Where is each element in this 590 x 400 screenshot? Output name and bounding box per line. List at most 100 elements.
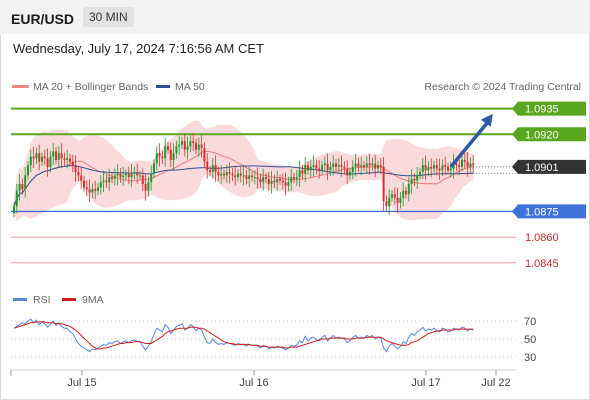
candle-body: [231, 173, 234, 176]
candle-body: [430, 166, 433, 169]
candle-body: [267, 178, 270, 184]
rsi-legend-label: RSI: [33, 294, 51, 306]
candle-body: [307, 165, 309, 171]
candle-body: [197, 144, 200, 150]
candle-body: [183, 141, 186, 150]
candle-body: [43, 156, 46, 159]
candle-body: [150, 173, 153, 183]
candle-body: [125, 173, 127, 176]
candle-body: [276, 178, 279, 183]
candle-body: [402, 190, 405, 198]
candle-body: [312, 165, 315, 167]
candle-body: [35, 153, 38, 159]
candle-body: [186, 146, 189, 150]
candle-body: [287, 182, 290, 186]
candle-body: [438, 168, 441, 171]
candle-body: [455, 163, 458, 166]
candle-body: [21, 184, 24, 190]
candle-body: [214, 165, 217, 172]
resistance-label-1.0935: 1.0935: [525, 104, 559, 116]
candle-body: [144, 184, 147, 191]
candle-body: [88, 189, 91, 193]
resistance-tag-1.0935: [512, 101, 586, 116]
candle-body: [321, 165, 323, 171]
candle-body: [155, 153, 158, 164]
candle-body: [262, 177, 265, 183]
candle-body: [360, 165, 363, 167]
level-label-1.0845: 1.0845: [525, 258, 559, 270]
candle-body: [127, 173, 130, 178]
support-tag-1.0875: [512, 204, 586, 219]
candle-body: [136, 172, 139, 176]
candle-body: [259, 178, 262, 183]
candlesticks: [13, 132, 475, 218]
candle-body: [256, 177, 259, 179]
candle-body: [463, 160, 466, 162]
candle-body: [466, 161, 469, 167]
candle-body: [354, 163, 357, 167]
candle-body: [172, 153, 175, 160]
candle-body: [419, 172, 421, 176]
candle-body: [295, 177, 298, 179]
candle-body: [228, 172, 231, 174]
candle-body: [421, 165, 424, 172]
candle-body: [139, 175, 141, 177]
candle-body: [71, 161, 74, 166]
candle-body: [270, 180, 273, 184]
candle-body: [242, 175, 245, 177]
candle-body: [337, 165, 340, 167]
candle-body: [357, 163, 360, 167]
candle-body: [410, 178, 413, 184]
x-label-Jul-22: Jul 22: [481, 377, 510, 389]
ma50-legend-swatch: [156, 85, 170, 88]
candle-body: [374, 163, 377, 169]
candle-body: [57, 153, 60, 160]
candle-body: [441, 165, 444, 171]
candle-body: [349, 172, 351, 176]
rsi-ma-legend-label: 9MA: [82, 294, 104, 306]
candle-body: [223, 173, 225, 176]
x-axis: Jul 15 Jul 16 Jul 17 Jul 22: [67, 370, 511, 389]
candle-body: [29, 156, 32, 166]
candle-body: [97, 187, 99, 191]
candle-body: [141, 175, 144, 184]
price-levels: [11, 107, 516, 264]
candle-body: [169, 149, 172, 160]
candle-body: [130, 173, 133, 178]
candle-body: [315, 165, 318, 169]
ma20-legend-label: MA 20 + Bollinger Bands: [33, 81, 148, 93]
candle-body: [167, 146, 169, 150]
candle-body: [323, 163, 326, 166]
support-label-1.0875: 1.0875: [525, 206, 559, 218]
candle-body: [181, 141, 183, 145]
candle-body: [427, 166, 430, 171]
candle-body: [69, 158, 71, 162]
candle-body: [99, 182, 102, 188]
ma20-legend-swatch: [12, 85, 29, 88]
timeframe-button[interactable]: 30 MIN: [83, 7, 134, 27]
candle-body: [433, 165, 435, 169]
candle-body: [388, 197, 391, 207]
candle-body: [91, 189, 94, 193]
price-level-labels: 1.0935 1.0920 1.0901 1.0875 1.0860 1.0845: [512, 101, 586, 270]
candle-body: [301, 170, 304, 174]
candle-body: [102, 180, 105, 183]
candle-body: [15, 190, 18, 207]
candle-body: [281, 180, 284, 183]
resistance-label-1.0920: 1.0920: [525, 129, 559, 141]
candle-body: [55, 151, 57, 160]
candle-body: [371, 163, 374, 166]
instrument-label: EUR/USD: [11, 11, 75, 27]
candle-body: [326, 163, 329, 171]
candle-body: [329, 166, 332, 171]
candle-body: [133, 172, 136, 174]
candle-body: [158, 153, 161, 157]
candle-body: [153, 163, 155, 174]
candle-body: [220, 173, 223, 176]
candle-body: [309, 166, 312, 171]
candle-body: [248, 175, 251, 179]
projection-arrow-shaft: [449, 118, 492, 168]
candle-body: [192, 141, 195, 143]
rsi-tick-50: 50: [524, 334, 536, 346]
candle-body: [217, 172, 220, 176]
